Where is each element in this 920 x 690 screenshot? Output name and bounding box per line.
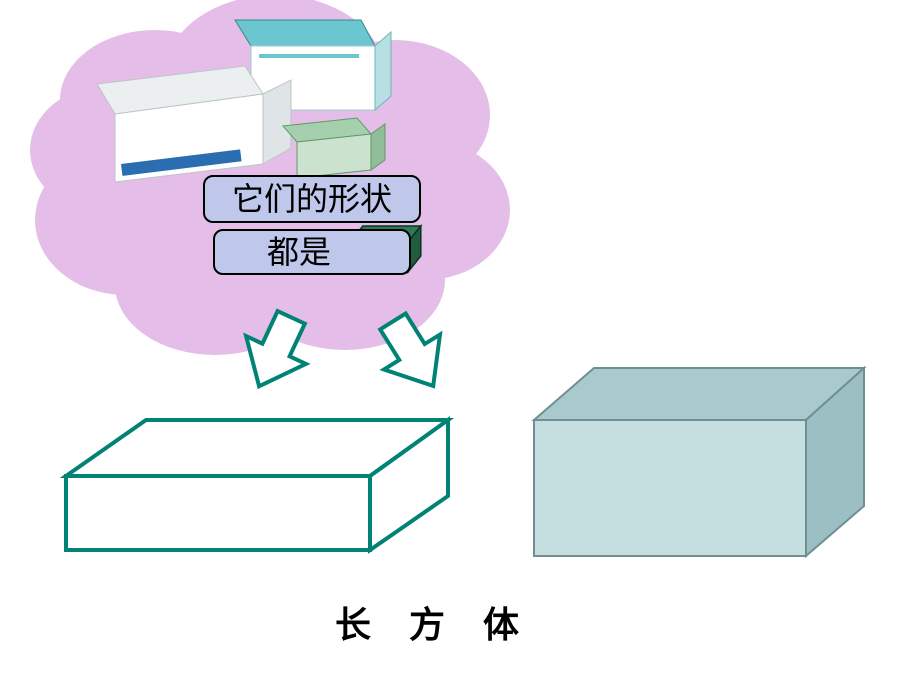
- svg-canvas: [0, 0, 920, 690]
- label-box-shape: 它们的形状: [203, 175, 421, 223]
- left-cuboid: [66, 420, 448, 550]
- label-box-is: 都是: [213, 229, 411, 275]
- diagram-stage: 它们的形状 都是 长 方 体: [0, 0, 920, 690]
- bottom-title: 长 方 体: [335, 596, 533, 648]
- bottom-title-text: 长 方 体: [335, 604, 533, 645]
- label-text-2: 都是: [267, 233, 331, 271]
- right-cuboid: [534, 368, 864, 556]
- label-text-1: 它们的形状: [232, 180, 392, 218]
